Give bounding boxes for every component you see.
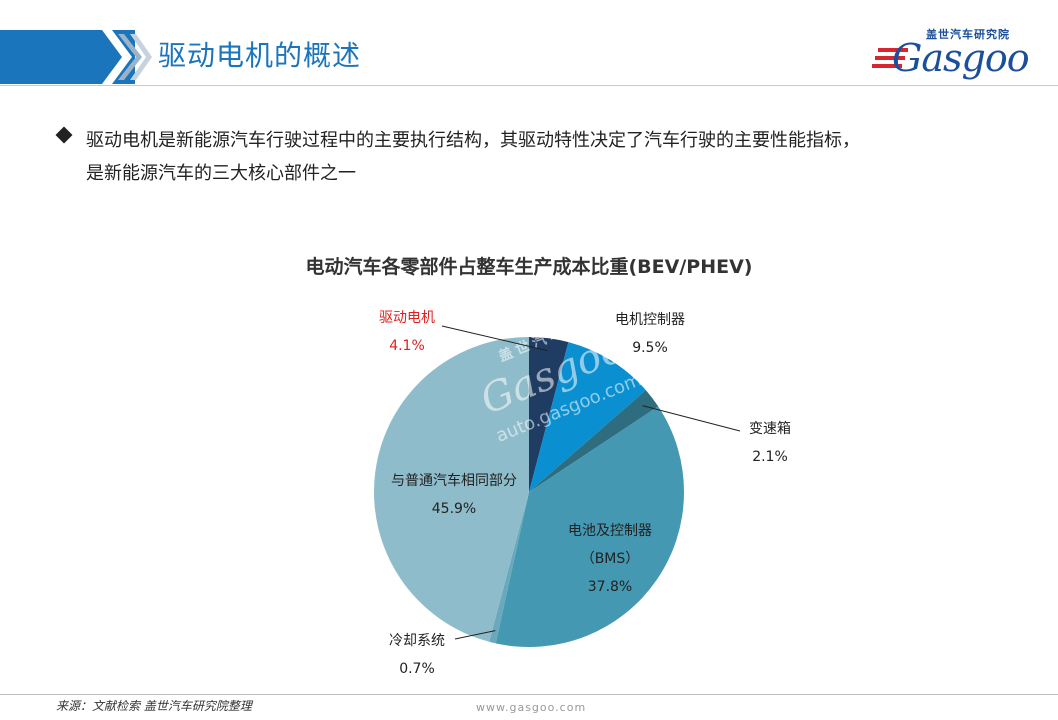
slice-value-label: 9.5%: [632, 340, 668, 356]
slice-label: 电池及控制器: [568, 523, 652, 539]
slice-value-label: 2.1%: [752, 449, 788, 465]
pie-slice: [529, 342, 646, 492]
pie-slice: [529, 390, 659, 492]
slice-label: 电机控制器: [615, 312, 685, 328]
leader-line: [454, 630, 496, 640]
pie-slices: [374, 337, 685, 647]
logo-en-text: Gasgoo: [892, 36, 1030, 80]
slice-label: 冷却系统: [389, 633, 445, 649]
chevron-decoration-icon: [92, 30, 152, 84]
footer-url: www.gasgoo.com: [476, 701, 587, 714]
slice-value-label: 45.9%: [432, 501, 476, 517]
leader-line: [441, 325, 548, 352]
footer-divider: [0, 694, 1058, 695]
slice-label: 变速箱: [749, 421, 791, 437]
logo-cn-text: 盖世汽车研究院: [926, 28, 1010, 41]
pie-slice: [374, 337, 529, 642]
leader-line: [642, 405, 741, 432]
page-title: 驱动电机的概述: [158, 39, 362, 72]
slice-label-2: （BMS）: [581, 551, 640, 567]
pie-slice: [529, 337, 569, 492]
bullet-line-2: 是新能源汽车的三大核心部件之一: [86, 163, 356, 184]
gasgoo-logo: 盖世汽车研究院 Gasgoo: [870, 26, 1045, 82]
slice-value-label: 0.7%: [399, 661, 435, 677]
bullet-text: 驱动电机是新能源汽车行驶过程中的主要执行结构，其驱动特性决定了汽车行驶的主要性能…: [86, 124, 1026, 190]
header-divider: [0, 85, 1058, 86]
chart-title: 电动汽车各零部件占整车生产成本比重(BEV/PHEV): [305, 256, 753, 278]
footer-source: 来源：文献检索 盖世汽车研究院整理: [56, 699, 252, 713]
pie-slice: [495, 406, 685, 647]
slice-label: 与普通汽车相同部分: [391, 472, 517, 489]
slice-label: 驱动电机: [379, 310, 435, 326]
slice-value-label: 37.8%: [588, 579, 632, 595]
leader-lines: [441, 325, 741, 640]
logo-stripes-icon: [872, 48, 908, 68]
slice-labels: 驱动电机 4.1% 电机控制器 9.5% 变速箱 2.1% 电池及控制器 （BMS） 37.8%…: [379, 310, 791, 677]
slice-value-label: 4.1%: [389, 338, 425, 354]
pie-slice: [489, 492, 529, 644]
bullet-line-1: 驱动电机是新能源汽车行驶过程中的主要执行结构，其驱动特性决定了汽车行驶的主要性能…: [86, 130, 860, 151]
